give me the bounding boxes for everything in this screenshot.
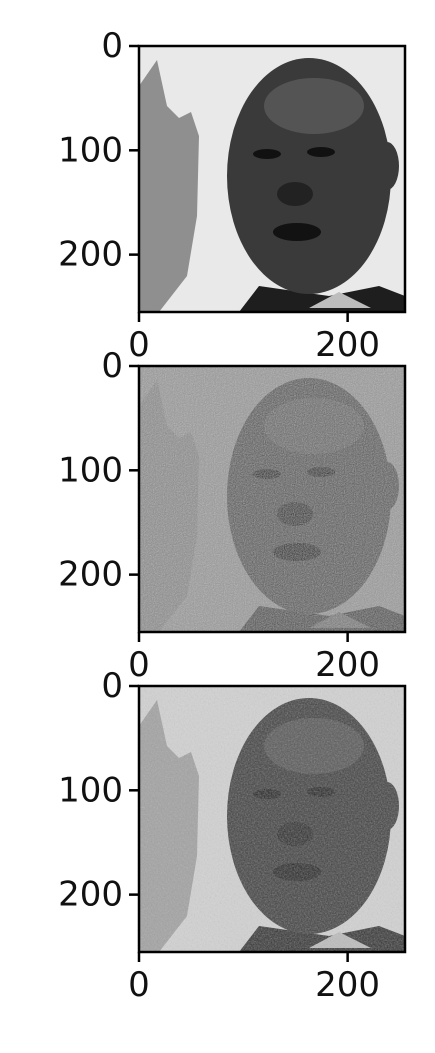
- hand-shape: [139, 60, 199, 312]
- forehead-highlight: [264, 78, 364, 134]
- collar-shape: [309, 612, 371, 628]
- y-tick-label: 0: [101, 666, 123, 706]
- forehead-highlight: [264, 398, 364, 454]
- y-tick-label: 100: [58, 450, 123, 490]
- y-tick-label: 100: [58, 770, 123, 810]
- image-content: [139, 46, 405, 312]
- image-content: [139, 366, 405, 632]
- image-panel-3: 0 100 200 0 200: [58, 666, 407, 1005]
- nose-shape: [277, 822, 313, 846]
- image-panel-1: 0 100 200 0 200: [58, 26, 407, 365]
- eye-right: [307, 467, 335, 477]
- y-tick-label: 0: [101, 26, 123, 66]
- x-tick-label: 0: [128, 965, 150, 1005]
- y-tick-label: 0: [101, 346, 123, 386]
- ear-shape: [375, 142, 399, 190]
- x-tick-label: 0: [128, 325, 150, 365]
- eye-left: [253, 789, 281, 799]
- y-tick-label: 200: [58, 875, 123, 915]
- eye-left: [253, 149, 281, 159]
- ear-shape: [375, 782, 399, 830]
- nose-shape: [277, 502, 313, 526]
- ear-shape: [375, 462, 399, 510]
- forehead-highlight: [264, 718, 364, 774]
- eye-right: [307, 787, 335, 797]
- hand-shape: [139, 380, 199, 632]
- nose-shape: [277, 182, 313, 206]
- eye-left: [253, 469, 281, 479]
- y-tick-label: 100: [58, 130, 123, 170]
- x-tick-label: 200: [315, 325, 380, 365]
- mouth-shape: [273, 863, 321, 881]
- x-tick-label: 200: [315, 645, 380, 685]
- image-panel-2: 0 100 200 0 200: [58, 346, 407, 685]
- collar-shape: [309, 932, 371, 948]
- x-tick-label: 200: [315, 965, 380, 1005]
- hand-shape: [139, 700, 199, 952]
- mouth-shape: [273, 543, 321, 561]
- image-content: [139, 686, 405, 952]
- axes-frame: [137, 364, 407, 634]
- eye-right: [307, 147, 335, 157]
- y-tick-label: 200: [58, 555, 123, 595]
- collar-shape: [309, 292, 371, 308]
- y-tick-label: 200: [58, 235, 123, 275]
- x-tick-label: 0: [128, 645, 150, 685]
- axes-frame: [137, 44, 407, 314]
- axes-frame: [137, 684, 407, 954]
- mouth-shape: [273, 223, 321, 241]
